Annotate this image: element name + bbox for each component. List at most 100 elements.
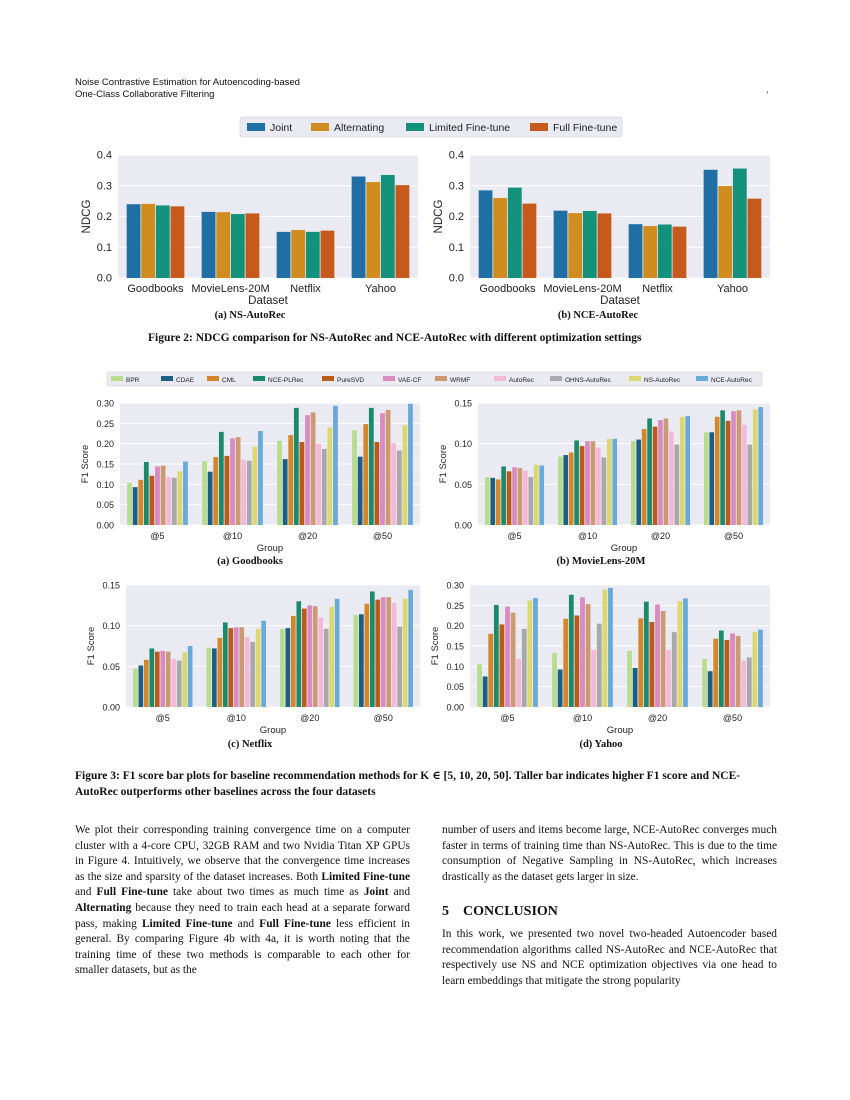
bar-wrmf <box>590 441 596 525</box>
legend-label: VAE-CF <box>398 377 421 384</box>
bar-ohns-autorec <box>674 444 680 525</box>
bar-nce-plrec <box>143 461 149 525</box>
bar-cdae <box>563 455 569 525</box>
bar-wrmf <box>310 412 316 525</box>
bar-cml <box>290 615 296 707</box>
bar-nce-autorec <box>539 465 545 525</box>
bar-autorec <box>666 650 672 707</box>
bar-alternating <box>366 182 381 278</box>
bar-nce-autorec <box>408 589 413 707</box>
bar-nce-plrec <box>218 431 224 525</box>
bar-cml <box>568 452 574 525</box>
bar-vae-cf <box>155 466 160 525</box>
y-axis-label: F1 Score <box>86 627 97 666</box>
running-head-line1: Noise Contrastive Estimation for Autoenc… <box>75 77 300 88</box>
bar-full-fine-tune <box>245 213 260 278</box>
bar-ns-autorec <box>329 606 335 707</box>
bar-cdae <box>636 439 642 525</box>
bar-cml <box>638 618 644 707</box>
x-axis-label: Group <box>257 543 283 554</box>
bar-puresvd <box>224 455 230 525</box>
legend-box <box>239 116 623 138</box>
bar-wrmf <box>160 465 166 525</box>
bar-vae-cf <box>731 411 736 525</box>
bar-cml <box>213 457 219 525</box>
bar-ns-autorec <box>177 471 183 525</box>
bar-nce-plrec <box>720 410 725 525</box>
bar-autorec <box>316 443 322 525</box>
bar-ns-autorec <box>602 589 608 707</box>
y-tick-label: 0.3 <box>97 180 112 192</box>
bar-bpr <box>627 650 632 707</box>
bar-wrmf <box>585 604 591 707</box>
y-tick-label: 0.25 <box>96 419 114 429</box>
legend-swatch <box>550 376 562 381</box>
legend-label: CDAE <box>176 377 195 384</box>
x-tick-label: @20 <box>651 531 670 541</box>
y-tick-label: 0.10 <box>446 662 464 672</box>
legend-swatch <box>406 123 424 131</box>
legend-swatch <box>207 376 219 381</box>
y-tick-label: 0.0 <box>97 273 112 285</box>
left-paragraph: We plot their corresponding training con… <box>75 824 411 977</box>
bar-vae-cf <box>160 650 166 707</box>
bar-autorec <box>391 443 397 525</box>
bar-bpr <box>277 440 282 525</box>
bar-autorec <box>244 637 250 707</box>
subcaption: (c) Netflix <box>228 739 273 750</box>
bar-bpr <box>202 461 207 525</box>
bar-cdae <box>557 669 563 707</box>
bar-cml <box>563 618 569 707</box>
bar-ohns-autorec <box>596 623 602 707</box>
y-tick-label: 0.10 <box>96 480 114 490</box>
bar-puresvd <box>499 624 505 707</box>
bar-wrmf <box>312 606 318 707</box>
legend-swatch <box>322 376 334 381</box>
chart-1: 0.0 0.1 0.2 0.3 0.4 Goodbooks MovieLens-20M Net… <box>81 150 418 321</box>
figure3-caption-text: Figure 3: F1 score bar plots for baselin… <box>75 770 741 798</box>
bar-autorec <box>171 659 177 707</box>
bar-autorec <box>318 617 324 707</box>
x-tick-label: @50 <box>724 531 743 541</box>
bar-autorec <box>591 650 597 707</box>
bar-ohns-autorec <box>521 628 527 707</box>
bar-puresvd <box>301 608 307 707</box>
bar-wrmf <box>663 418 669 525</box>
x-tick-label: Netflix <box>642 283 673 295</box>
bar-vae-cf <box>380 413 385 525</box>
bar-full-fine-tune <box>747 198 762 278</box>
bar-puresvd <box>652 426 658 525</box>
legend-label: NCE-PLRec <box>268 377 304 384</box>
x-tick-label: @5 <box>507 531 521 541</box>
bar-wrmf <box>735 635 741 707</box>
bar-full-fine-tune <box>320 230 335 278</box>
bar-cdae <box>709 432 715 525</box>
subcaption: (b) NCE-AutoRec <box>558 310 639 321</box>
y-tick-label: 0.20 <box>96 439 114 449</box>
legend-swatch <box>530 123 548 131</box>
subcaption: (b) MovieLens-20M <box>557 556 646 567</box>
bar-alternating <box>216 212 231 278</box>
bar-limited-fine-tune <box>507 187 522 278</box>
bar-bpr <box>127 482 132 525</box>
bar-cdae <box>282 459 288 525</box>
bar-ohns-autorec <box>528 477 534 525</box>
legend-label: Joint <box>270 122 292 134</box>
figure3-caption: Figure 3: F1 score bar plots for baselin… <box>75 768 775 800</box>
bar-ohns-autorec <box>396 450 402 525</box>
bar-full-fine-tune <box>672 226 687 278</box>
bar-nce-autorec <box>187 646 193 707</box>
bar-ns-autorec <box>677 601 683 707</box>
figure2-caption: Figure 2: NDCG comparison for NS-AutoRec… <box>148 332 642 344</box>
y-tick-label: 0.4 <box>449 150 464 162</box>
bar-alternating <box>291 230 306 278</box>
y-tick-label: 0.15 <box>102 581 120 591</box>
bar-full-fine-tune <box>170 206 185 278</box>
bar-nce-plrec <box>574 440 579 525</box>
bar-nce-plrec <box>222 622 228 707</box>
legend-label: PureSVD <box>337 377 364 384</box>
bar-full-fine-tune <box>597 213 612 278</box>
bar-bpr <box>280 628 285 707</box>
y-tick-label: 0.0 <box>449 273 464 285</box>
bar-ohns-autorec <box>323 628 329 707</box>
